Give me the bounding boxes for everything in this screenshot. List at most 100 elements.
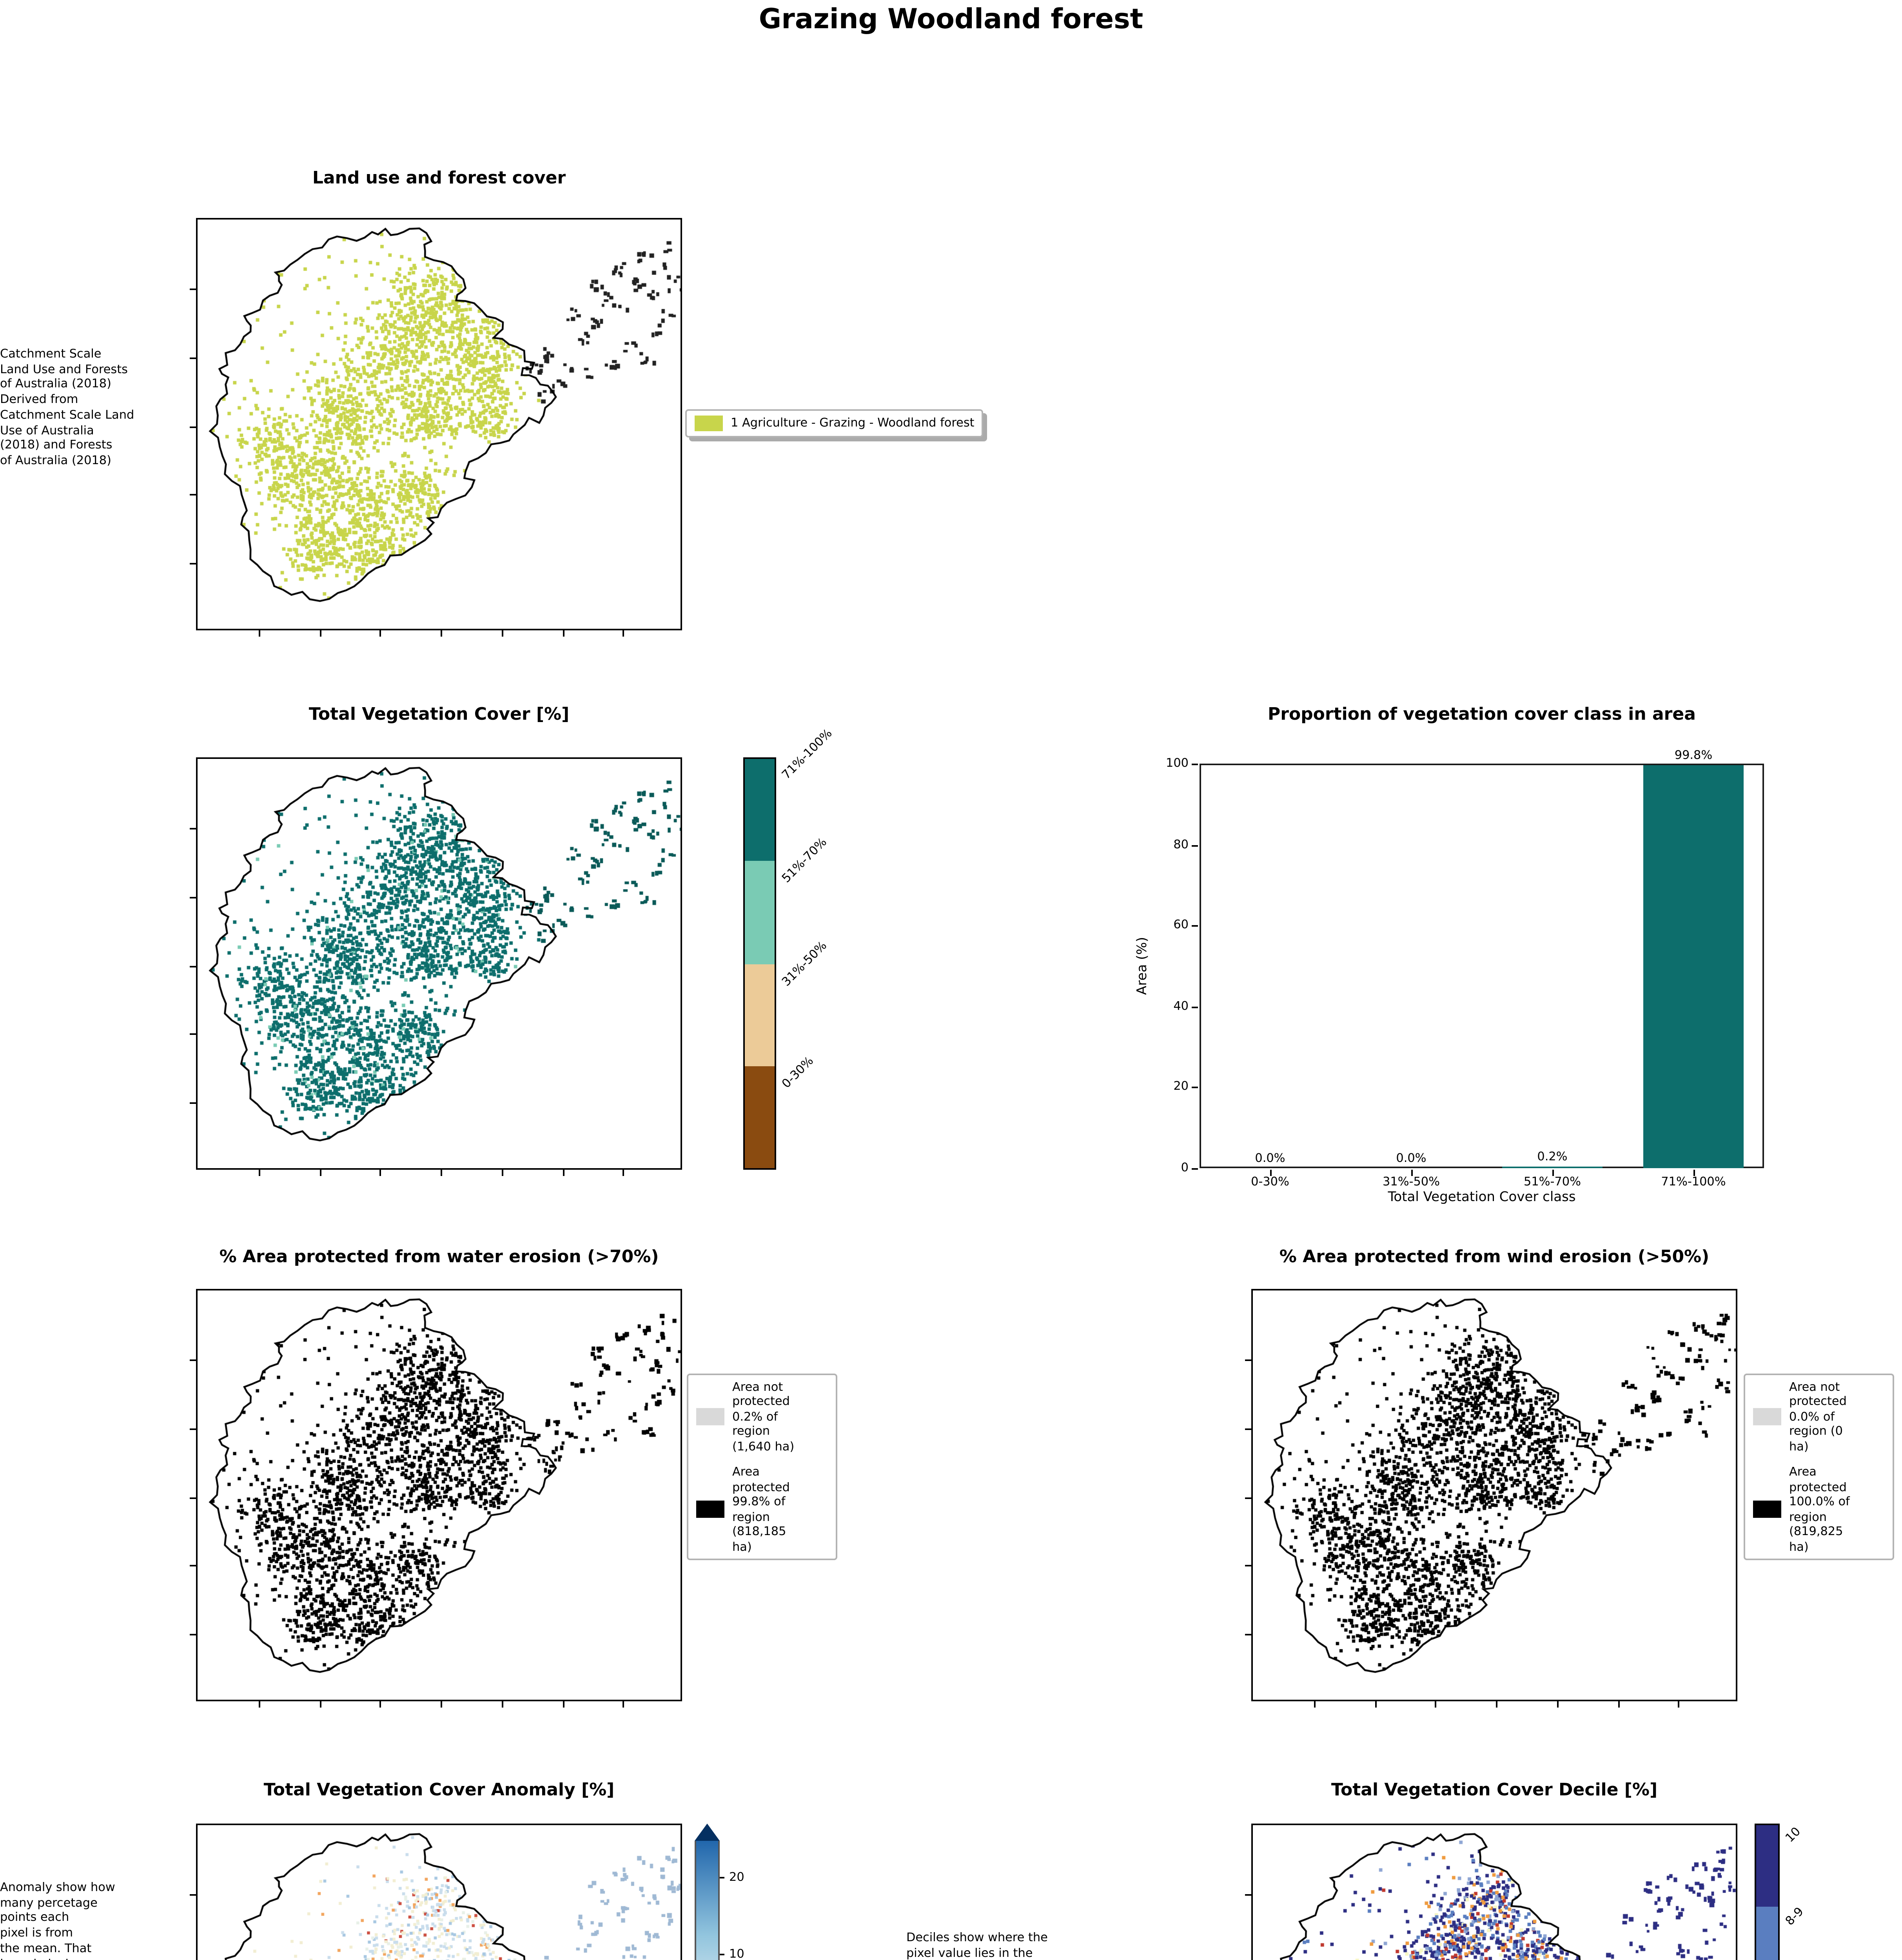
decile-map <box>1245 1824 1737 1960</box>
water-panel-title: % Area protected from water erosion (>70… <box>219 1247 659 1267</box>
tvc-colorbar-segment <box>745 964 775 1066</box>
y-axis-tick <box>190 1428 196 1430</box>
wind-legend-label-not-protected: Area not protected 0.0% of region (0 ha) <box>1789 1380 1847 1454</box>
tvc-map <box>190 757 682 1176</box>
x-axis-tick <box>623 630 624 637</box>
tvc-colorbar-segment <box>745 861 775 964</box>
landuse-side-text: Catchment Scale Land Use and Forests of … <box>0 347 134 468</box>
x-axis-tick <box>501 1701 503 1708</box>
water-erosion-map <box>190 1289 682 1708</box>
water-legend-swatch-not-protected <box>696 1408 724 1426</box>
x-axis-tick <box>441 1170 442 1176</box>
y-tick <box>1192 1006 1198 1008</box>
x-axis-tick <box>1557 1701 1558 1708</box>
landuse-map-canvas <box>198 220 681 629</box>
x-axis-tick <box>319 630 321 637</box>
x-axis-tick <box>562 630 564 637</box>
x-axis-tick <box>562 1701 564 1708</box>
y-axis-tick <box>190 1894 196 1896</box>
tvc-panel-title: Total Vegetation Cover [%] <box>309 704 570 724</box>
anomaly-colorbar-tick-label: 10 <box>729 1946 744 1960</box>
y-axis-tick <box>190 828 196 829</box>
y-axis-tick <box>1245 1894 1251 1896</box>
x-axis-tick <box>441 630 442 637</box>
anomaly-colorbar-tick <box>720 1953 724 1955</box>
wind-legend-swatch-protected <box>1753 1501 1781 1519</box>
x-axis-tick <box>258 1701 260 1708</box>
anomaly-colorbar-extend-top <box>695 1824 720 1841</box>
y-axis-label: Area (%) <box>1135 937 1151 995</box>
wind-erosion-map-canvas <box>1253 1290 1736 1700</box>
anomaly-colorbar-tick-label: 20 <box>729 1870 744 1884</box>
y-tick <box>1192 764 1198 765</box>
y-axis-tick <box>190 1359 196 1361</box>
decile-panel-title: Total Vegetation Cover Decile [%] <box>1331 1780 1658 1800</box>
y-axis-tick <box>1245 1634 1251 1636</box>
x-axis-tick <box>380 1701 381 1708</box>
y-axis-tick <box>190 1565 196 1567</box>
y-tick-label: 40 <box>1173 998 1189 1013</box>
tvc-colorbar-segment <box>745 759 775 861</box>
tvc-colorbar-label: 0-30% <box>779 1054 816 1091</box>
y-tick <box>1192 1087 1198 1089</box>
x-axis-tick <box>501 630 503 637</box>
bar-value-label: 0.0% <box>1396 1151 1426 1165</box>
x-axis-tick <box>501 1170 503 1176</box>
tvc-colorbar-segment <box>745 1066 775 1168</box>
landuse-panel-title: Land use and forest cover <box>312 168 566 188</box>
anomaly-panel-title: Total Vegetation Cover Anomaly [%] <box>263 1780 615 1800</box>
x-axis-tick <box>1374 1701 1376 1708</box>
landuse-legend: 1 Agriculture - Grazing - Woodland fores… <box>685 409 984 437</box>
tvc-map-canvas <box>198 759 681 1168</box>
x-axis-tick <box>1435 1701 1437 1708</box>
wind-panel-title: % Area protected from wind erosion (>50%… <box>1279 1247 1710 1267</box>
page-title: Grazing Woodland forest <box>759 5 1143 36</box>
y-tick-label: 100 <box>1166 756 1189 770</box>
decile-colorbar-label: 10 <box>1782 1824 1804 1845</box>
tvc-colorbar-label: 71%-100% <box>779 726 835 782</box>
x-tick-label: 0-30% <box>1251 1174 1289 1189</box>
x-axis-tick <box>258 1170 260 1176</box>
x-axis-label: Total Vegetation Cover class <box>1388 1190 1576 1206</box>
bar-value-label: 0.0% <box>1255 1151 1285 1165</box>
x-axis-tick <box>380 1170 381 1176</box>
wind-legend: Area not protected 0.0% of region (0 ha)… <box>1744 1374 1894 1561</box>
x-axis-tick <box>623 1701 624 1708</box>
bar-value-label: 0.2% <box>1537 1149 1568 1164</box>
y-axis-tick <box>190 357 196 359</box>
landuse-map <box>190 218 682 637</box>
bar-value-label: 99.8% <box>1674 747 1713 762</box>
x-tick-label: 31%-50% <box>1383 1174 1440 1189</box>
tvc-colorbar-label: 31%-50% <box>779 938 829 988</box>
bar <box>1502 1167 1603 1168</box>
x-axis-tick <box>319 1701 321 1708</box>
y-axis-tick <box>190 494 196 496</box>
landuse-legend-swatch <box>695 416 723 431</box>
y-axis-tick <box>190 288 196 290</box>
x-axis-tick <box>562 1170 564 1176</box>
y-tick-label: 20 <box>1173 1079 1189 1094</box>
water-legend-swatch-protected <box>696 1501 724 1519</box>
y-axis-tick <box>1245 1565 1251 1567</box>
y-axis-tick <box>1245 1359 1251 1361</box>
y-axis-tick <box>190 896 196 898</box>
y-axis-tick <box>1245 1497 1251 1498</box>
y-axis-tick <box>190 1102 196 1104</box>
x-axis-tick <box>380 630 381 637</box>
decile-colorbar-segment <box>1756 1907 1778 1960</box>
proportion-chart-title: Proportion of vegetation cover class in … <box>1268 704 1696 724</box>
y-tick <box>1192 844 1198 846</box>
decile-side-text: Deciles show where the pixel value lies … <box>906 1930 1048 1960</box>
x-axis-tick <box>623 1170 624 1176</box>
y-tick-label: 0 <box>1181 1160 1189 1174</box>
water-legend-label-not-protected: Area not protected 0.2% of region (1,640… <box>732 1380 795 1454</box>
x-axis-tick <box>1617 1701 1619 1708</box>
anomaly-colorbar-tick <box>720 1877 724 1879</box>
wind-erosion-map <box>1245 1289 1737 1708</box>
anomaly-side-text: Anomaly show how many percetage points e… <box>0 1880 115 1960</box>
y-tick-label: 60 <box>1173 917 1189 932</box>
x-tick <box>1411 1170 1413 1176</box>
x-tick-label: 51%-70% <box>1524 1174 1581 1189</box>
y-axis-tick <box>190 563 196 565</box>
